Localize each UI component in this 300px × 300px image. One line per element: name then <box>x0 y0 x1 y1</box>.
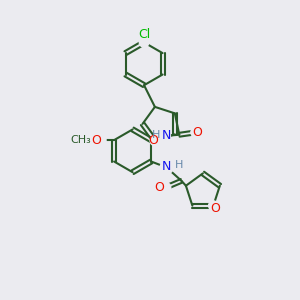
Text: N: N <box>161 130 171 142</box>
Text: O: O <box>148 134 158 147</box>
Circle shape <box>75 132 91 148</box>
Text: N: N <box>162 160 171 173</box>
Text: O: O <box>192 126 202 139</box>
Text: O: O <box>210 202 220 215</box>
Text: O: O <box>92 134 101 147</box>
Circle shape <box>191 128 200 137</box>
Text: CH₃: CH₃ <box>71 135 92 145</box>
Circle shape <box>139 38 149 47</box>
Text: Cl: Cl <box>138 28 150 41</box>
Circle shape <box>157 129 170 142</box>
Circle shape <box>161 183 171 192</box>
Circle shape <box>89 132 106 148</box>
Text: H: H <box>152 130 160 140</box>
Circle shape <box>208 201 218 210</box>
Circle shape <box>160 161 173 174</box>
Text: O: O <box>154 181 164 194</box>
Text: H: H <box>175 160 183 170</box>
Circle shape <box>150 136 160 146</box>
